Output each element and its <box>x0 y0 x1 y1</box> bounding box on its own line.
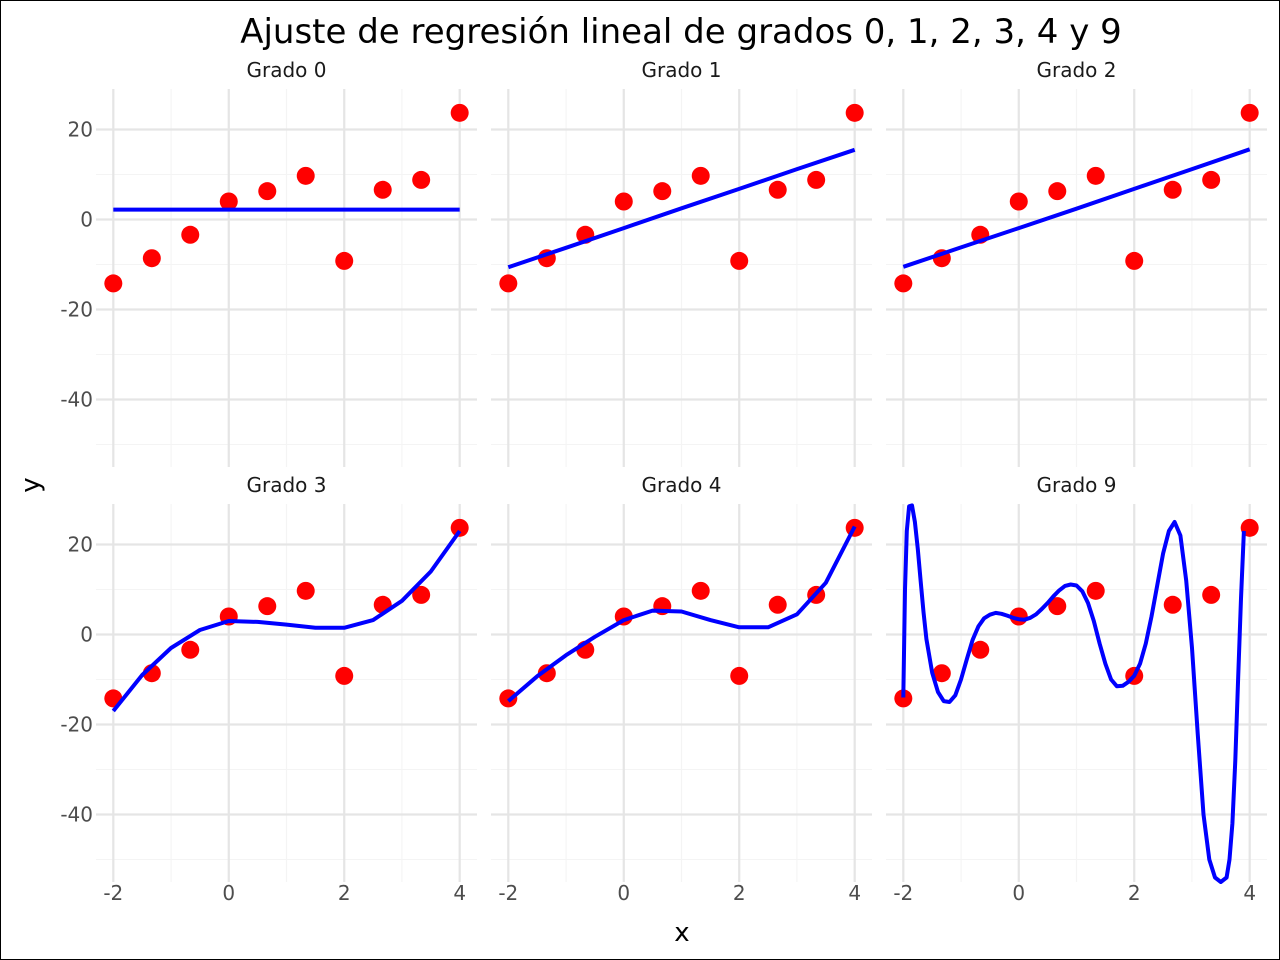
data-point <box>181 225 200 244</box>
y-tick-label: -20 <box>60 298 93 322</box>
data-point <box>335 666 354 685</box>
facet-panel: Grado 9 -2 0 2 4 <box>886 473 1267 905</box>
data-point <box>499 689 518 708</box>
data-point <box>104 274 123 293</box>
data-point <box>258 597 277 616</box>
data-point <box>373 180 392 199</box>
data-point <box>450 103 469 122</box>
data-point <box>691 166 710 185</box>
x-tick-label: 4 <box>1243 881 1256 905</box>
data-point <box>768 595 787 614</box>
facet-panel: Grado 1 <box>491 58 872 467</box>
y-tick-label: -40 <box>60 388 93 412</box>
y-tick-label: -40 <box>60 803 93 827</box>
chart-title: Ajuste de regresión lineal de grados 0, … <box>240 12 1122 52</box>
x-tick-label: 0 <box>617 881 630 905</box>
data-point <box>412 170 431 189</box>
fit-line <box>506 525 857 703</box>
data-point <box>1048 182 1067 201</box>
data-point <box>142 249 161 268</box>
x-tick-label: -2 <box>893 881 913 905</box>
data-point <box>653 182 672 201</box>
data-point <box>335 251 354 270</box>
data-point <box>932 664 951 683</box>
x-tick-label: 0 <box>222 881 235 905</box>
facet-strip-label: Grado 1 <box>642 58 722 82</box>
data-point <box>971 640 990 659</box>
x-tick-label: 4 <box>848 881 861 905</box>
facet-panel: Grado 0 -40 -20 0 20 <box>60 58 477 467</box>
facet-strip-label: Grado 4 <box>642 473 722 497</box>
y-tick-label: 0 <box>80 208 93 232</box>
data-point <box>1048 597 1067 616</box>
data-point <box>768 180 787 199</box>
y-tick-label: 20 <box>68 533 93 557</box>
fit-line <box>901 503 1246 884</box>
x-tick-label: -2 <box>103 881 123 905</box>
data-point <box>1125 251 1144 270</box>
y-tick-label: 20 <box>68 118 93 142</box>
y-tick-label: 0 <box>80 623 93 647</box>
x-tick-label: 4 <box>453 881 466 905</box>
facet-strip-label: Grado 3 <box>247 473 327 497</box>
data-point <box>845 103 864 122</box>
y-tick-label: -20 <box>60 713 93 737</box>
x-tick-label: 2 <box>338 881 351 905</box>
data-point <box>614 192 633 211</box>
data-point <box>181 640 200 659</box>
facet-strip-label: Grado 0 <box>247 58 327 82</box>
data-point <box>894 274 913 293</box>
data-point <box>1202 585 1221 604</box>
data-point <box>219 192 238 211</box>
data-point <box>499 274 518 293</box>
facet-strip-label: Grado 9 <box>1037 473 1117 497</box>
data-point <box>1163 180 1182 199</box>
data-point <box>296 166 315 185</box>
facet-strip-label: Grado 2 <box>1037 58 1117 82</box>
data-point <box>1240 103 1259 122</box>
fit-line <box>902 147 1251 269</box>
data-point <box>807 170 826 189</box>
facet-panel: Grado 4 -2 0 2 4 <box>491 473 872 905</box>
data-point <box>691 581 710 600</box>
data-point <box>537 664 556 683</box>
x-tick-label: 2 <box>1128 881 1141 905</box>
x-tick-label: 2 <box>733 881 746 905</box>
facet-panel: Grado 2 <box>886 58 1267 467</box>
data-point <box>730 666 749 685</box>
x-axis-title: x <box>674 918 689 948</box>
data-point <box>894 689 913 708</box>
data-point <box>258 182 277 201</box>
fit-line <box>507 147 856 270</box>
data-point <box>1086 166 1105 185</box>
data-point <box>412 585 431 604</box>
data-point <box>1086 581 1105 600</box>
data-point <box>450 518 469 537</box>
data-point <box>1163 595 1182 614</box>
data-point <box>1202 170 1221 189</box>
data-point <box>1009 192 1028 211</box>
x-tick-label: -2 <box>498 881 518 905</box>
x-tick-label: 0 <box>1012 881 1025 905</box>
fit-line <box>111 529 462 713</box>
y-axis-title: y <box>16 477 46 492</box>
data-point <box>296 581 315 600</box>
data-point <box>730 251 749 270</box>
